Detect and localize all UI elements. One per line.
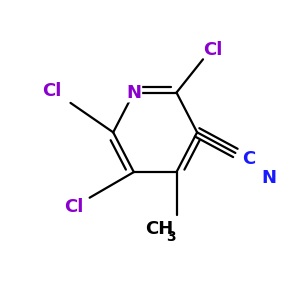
Text: N: N [126,84,141,102]
Text: N: N [262,169,277,187]
Text: CH: CH [145,220,173,238]
Text: Cl: Cl [64,198,83,216]
Text: C: C [242,150,255,168]
Text: Cl: Cl [204,41,223,59]
Text: 3: 3 [167,230,176,244]
Text: Cl: Cl [43,82,62,100]
